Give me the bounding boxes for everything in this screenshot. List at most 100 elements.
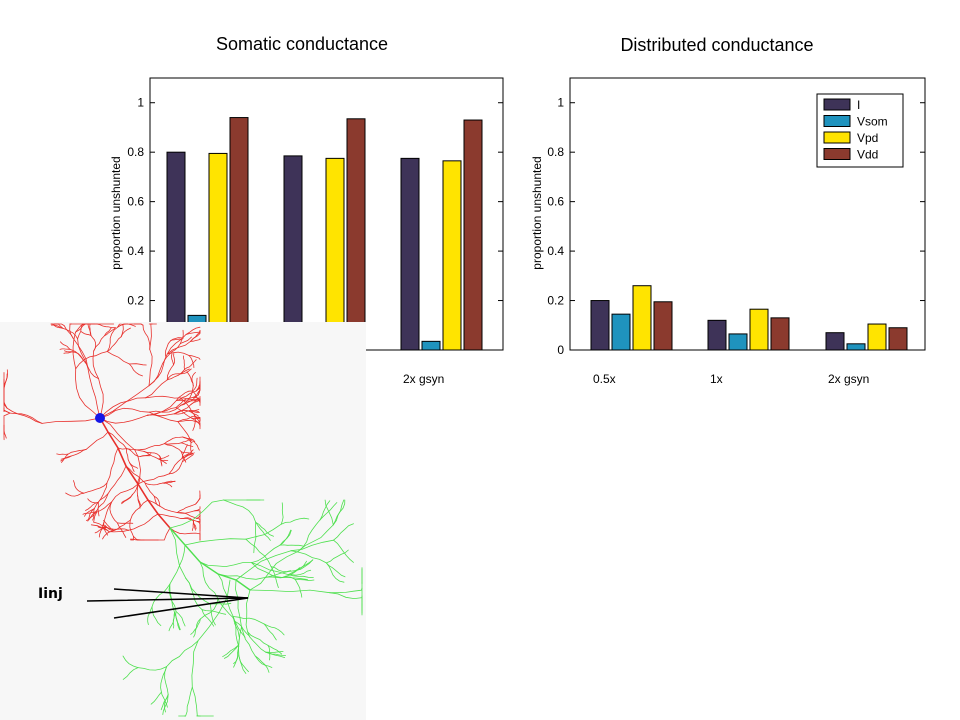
- chart-title: Distributed conductance: [620, 35, 813, 55]
- dendrite-branch: [128, 363, 147, 366]
- dendrite-branch: [102, 530, 115, 540]
- dendrite-branch: [175, 390, 194, 401]
- y-axis-label: proportion unshunted: [109, 156, 123, 269]
- dendrite-branch: [90, 524, 108, 528]
- dendrite-branch: [177, 415, 195, 423]
- dendrite-branch: [241, 626, 256, 657]
- dendrite-branch: [190, 329, 201, 342]
- dendrite-branch: [151, 583, 171, 608]
- dendrite-branch: [85, 431, 109, 450]
- dendrite-branch: [142, 324, 151, 350]
- dendrite-branch: [198, 398, 201, 402]
- bar-vpd: [442, 160, 462, 351]
- dendrite-branch: [249, 551, 299, 591]
- dendrite-branch: [172, 612, 175, 629]
- dendrite-branch: [3, 401, 11, 414]
- dendrite-branch: [98, 378, 104, 419]
- dendrite-branch: [70, 448, 87, 457]
- dendrite-branch: [169, 527, 187, 579]
- y-tick-label: 0: [557, 343, 564, 357]
- dendrite-branch: [6, 407, 43, 424]
- dendrite-branch: [280, 502, 284, 525]
- dendrite-branch: [325, 549, 349, 564]
- dendrite-branch: [179, 329, 184, 344]
- dendrite-branch: [103, 501, 113, 523]
- dendrite-branch: [164, 666, 169, 695]
- dendrite-branch: [179, 336, 192, 344]
- dendrite-branch: [265, 651, 284, 653]
- dendrite-branch: [297, 519, 321, 552]
- dendrite-branch: [185, 326, 201, 335]
- dendrite-branch: [117, 447, 145, 452]
- legend-label-vpd: Vpd: [857, 131, 878, 145]
- dendrite-branch: [190, 618, 201, 635]
- dendrite-branch: [144, 482, 155, 497]
- dendrite-branch: [67, 448, 87, 455]
- dendrite-branch: [297, 524, 334, 552]
- dendrite-branch: [189, 410, 200, 413]
- legend-swatch-i: [823, 98, 851, 111]
- dendrite-branch: [263, 623, 285, 636]
- dendrite-branch: [148, 353, 168, 387]
- dendrite-branch: [129, 462, 139, 469]
- dendrite-branch: [177, 421, 191, 440]
- dendrite-branch: [324, 499, 334, 526]
- y-tick-label: 0.6: [127, 195, 144, 209]
- bar-i: [166, 151, 186, 351]
- dendrite-branch: [294, 579, 303, 598]
- dendrite-branch: [151, 606, 162, 626]
- dendrite-branch: [166, 351, 190, 356]
- injection-electrode: [86, 588, 249, 619]
- dendrite-branch: [196, 510, 201, 519]
- dendrite-branch: [270, 566, 279, 588]
- dendrite-branch: [181, 454, 194, 462]
- bar-vdd: [229, 117, 249, 351]
- dendrite-branch: [176, 512, 198, 519]
- dendrite-branch: [232, 616, 240, 647]
- soma: [95, 413, 105, 423]
- bar-vsom: [846, 343, 866, 351]
- dendrite-branch: [83, 482, 108, 494]
- dendrite-branch: [96, 525, 110, 532]
- legend-swatch-vdd: [823, 148, 851, 160]
- dendrite-branch: [166, 640, 199, 667]
- dendrite-branch: [333, 539, 354, 563]
- dendrite-branch: [192, 388, 201, 398]
- dendrite-branch: [197, 579, 231, 642]
- dendrite-branch: [223, 644, 239, 659]
- dendrite-branch: [188, 354, 201, 360]
- dendrite-branch: [169, 499, 224, 529]
- dendrite-branch: [223, 499, 257, 523]
- dendrite-branch: [122, 667, 139, 680]
- neuron-panel-background: [0, 322, 366, 720]
- dendrite-branch: [166, 340, 192, 355]
- dendrite-branch: [192, 377, 198, 392]
- y-tick-label: 1: [137, 96, 144, 110]
- dendrite-branch: [184, 538, 247, 546]
- dendrite-branch: [194, 506, 201, 512]
- dendrite-branch: [107, 465, 127, 495]
- legend-label-vdd: Vdd: [857, 148, 878, 162]
- dendrite-branch: [279, 529, 292, 546]
- dendrite-branch: [177, 419, 198, 423]
- dendrite-branch: [287, 569, 312, 576]
- dendrite-branch: [217, 573, 234, 617]
- dendrite-branch: [180, 368, 192, 375]
- dendrite-branch: [191, 371, 196, 387]
- dendrite-branch: [106, 326, 118, 352]
- dendrite-branch: [192, 414, 196, 431]
- y-tick-label: 0.4: [127, 244, 144, 258]
- dendrite-branch: [192, 390, 201, 403]
- dendrite-branch: [191, 686, 198, 717]
- dendrite-branch: [131, 476, 141, 496]
- dendrite-branch: [157, 513, 182, 519]
- dendrite-branch: [130, 536, 135, 541]
- dendrite-branch: [255, 521, 271, 541]
- dendrite-branch: [153, 495, 161, 507]
- dendrite-branch: [254, 655, 270, 673]
- dendrite-branch: [117, 323, 121, 328]
- dendrite-branch: [137, 473, 170, 485]
- dendrite-branch: [173, 404, 192, 415]
- bar-vpd: [208, 152, 228, 351]
